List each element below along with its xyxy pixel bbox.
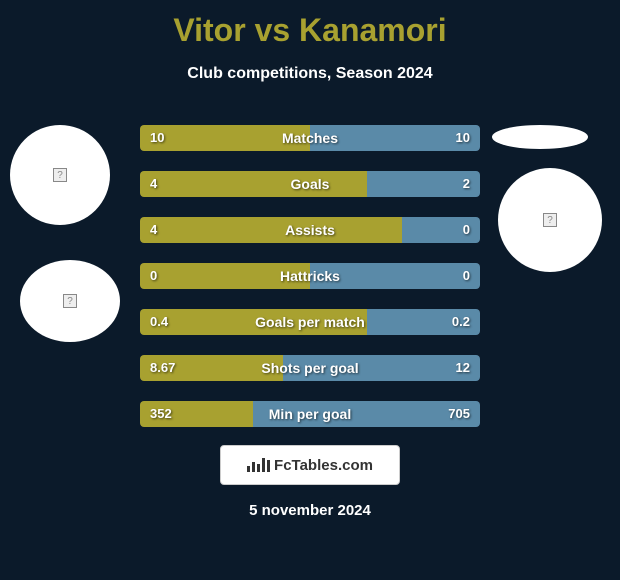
- stat-label: Assists: [140, 217, 480, 243]
- logo-text: FcTables.com: [274, 457, 373, 474]
- player-circle-mid-right: ?: [498, 168, 602, 272]
- stat-label: Min per goal: [140, 401, 480, 427]
- player-circle-bottom-left: ?: [20, 260, 120, 342]
- broken-image-icon: ?: [63, 294, 77, 308]
- page-title: Vitor vs Kanamori: [0, 0, 620, 49]
- stat-label: Goals per match: [140, 309, 480, 335]
- stat-label: Hattricks: [140, 263, 480, 289]
- stats-container: 1010Matches 42Goals 40Assists 00Hattricks 0.…: [140, 125, 480, 447]
- stat-row: 40Assists: [140, 217, 480, 243]
- broken-image-icon: ?: [543, 213, 557, 227]
- stat-row: 00Hattricks: [140, 263, 480, 289]
- stat-row: 1010Matches: [140, 125, 480, 151]
- stat-row: 0.40.2Goals per match: [140, 309, 480, 335]
- stat-label: Goals: [140, 171, 480, 197]
- stat-row: 42Goals: [140, 171, 480, 197]
- stat-row: 352705Min per goal: [140, 401, 480, 427]
- logo-box: FcTables.com: [220, 445, 400, 485]
- ellipse-top-right: [492, 125, 588, 149]
- subtitle: Club competitions, Season 2024: [0, 49, 620, 83]
- stat-label: Matches: [140, 125, 480, 151]
- date-label: 5 november 2024: [0, 502, 620, 519]
- stat-label: Shots per goal: [140, 355, 480, 381]
- broken-image-icon: ?: [53, 168, 67, 182]
- player-circle-top-left: ?: [10, 125, 110, 225]
- stat-row: 8.6712Shots per goal: [140, 355, 480, 381]
- logo-chart-icon: [247, 458, 270, 472]
